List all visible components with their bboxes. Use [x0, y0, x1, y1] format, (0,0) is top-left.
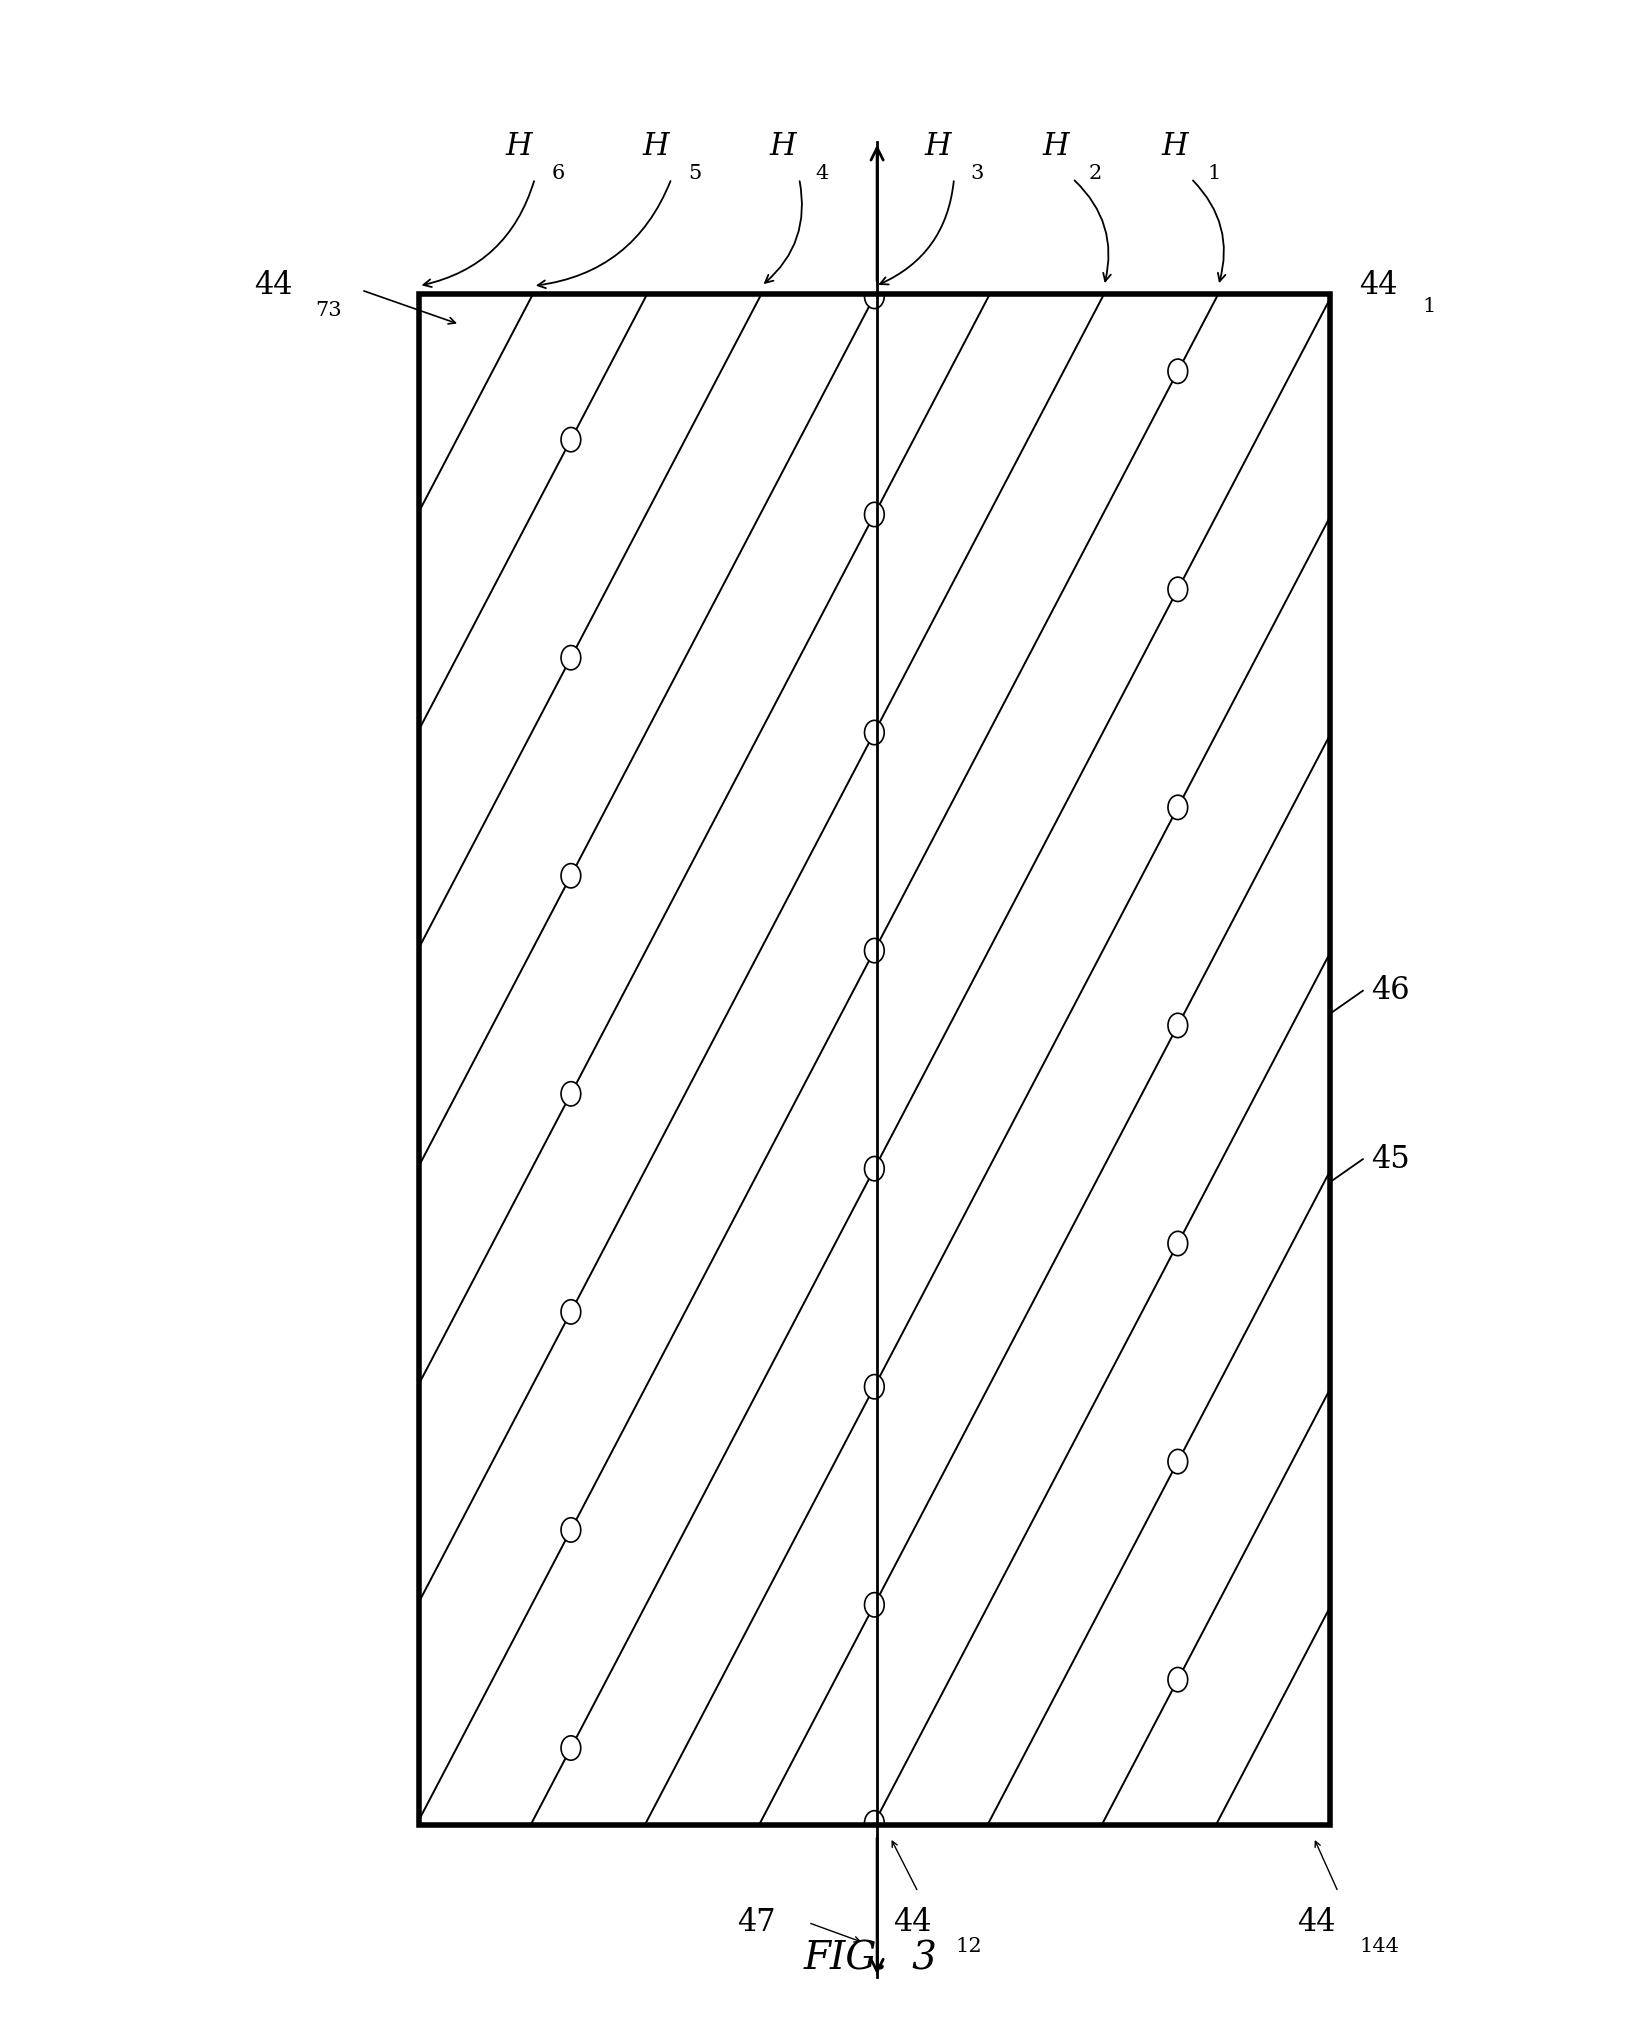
Text: 3: 3	[970, 164, 984, 183]
Circle shape	[1167, 1231, 1187, 1255]
Circle shape	[865, 1811, 883, 1835]
Text: 44: 44	[255, 270, 292, 302]
Circle shape	[562, 428, 581, 452]
Circle shape	[562, 1517, 581, 1541]
Text: 144: 144	[1360, 1937, 1399, 1957]
Circle shape	[865, 503, 883, 527]
Text: H: H	[1161, 132, 1189, 162]
Text: 44: 44	[1360, 270, 1397, 302]
Text: 46: 46	[1371, 975, 1410, 1006]
Text: 47: 47	[737, 1906, 777, 1939]
Text: 12: 12	[956, 1937, 982, 1957]
Text: H: H	[770, 132, 796, 162]
Circle shape	[1167, 795, 1187, 819]
Circle shape	[1167, 1014, 1187, 1038]
Circle shape	[865, 1375, 883, 1399]
Text: 2: 2	[1089, 164, 1102, 183]
Text: 1: 1	[1422, 296, 1435, 316]
Text: H: H	[1043, 132, 1069, 162]
Text: 1: 1	[1207, 164, 1220, 183]
Text: H: H	[506, 132, 532, 162]
Text: H: H	[924, 132, 951, 162]
Circle shape	[865, 1592, 883, 1616]
Circle shape	[865, 284, 883, 308]
Text: 6: 6	[552, 164, 565, 183]
Circle shape	[1167, 1450, 1187, 1474]
Circle shape	[562, 1736, 581, 1760]
Circle shape	[562, 645, 581, 669]
Text: 45: 45	[1371, 1144, 1410, 1174]
Text: H: H	[642, 132, 668, 162]
Circle shape	[562, 1081, 581, 1105]
Text: FIG.  3: FIG. 3	[803, 1941, 938, 1977]
Text: 73: 73	[315, 300, 342, 320]
Circle shape	[865, 720, 883, 744]
Circle shape	[865, 939, 883, 963]
Text: 44: 44	[1297, 1906, 1335, 1939]
Circle shape	[865, 1156, 883, 1180]
Text: 44: 44	[893, 1906, 933, 1939]
Circle shape	[562, 864, 581, 888]
Circle shape	[1167, 359, 1187, 383]
Text: 4: 4	[816, 164, 829, 183]
Circle shape	[562, 1300, 581, 1324]
Circle shape	[1167, 578, 1187, 602]
Circle shape	[1167, 1667, 1187, 1691]
Text: 5: 5	[688, 164, 701, 183]
